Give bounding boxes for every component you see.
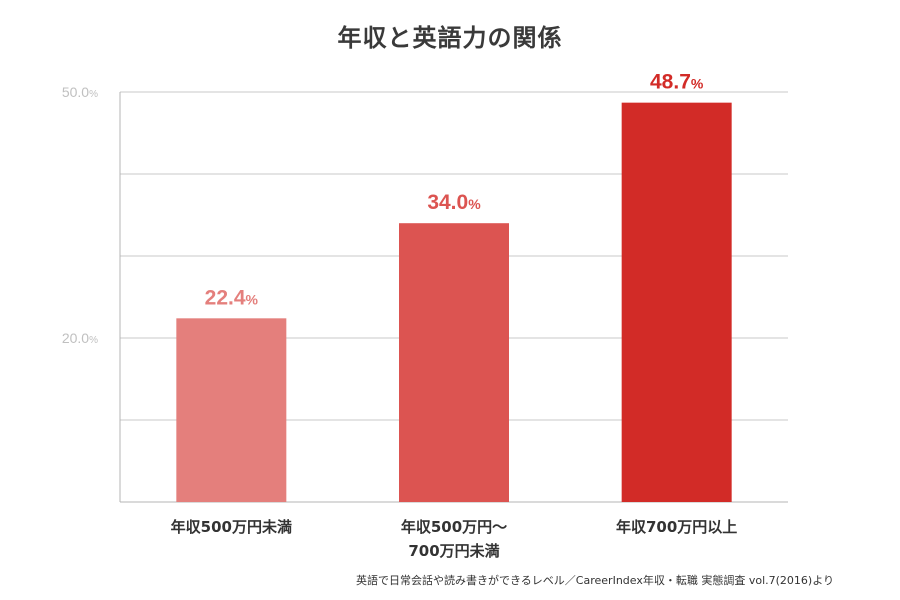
bar bbox=[176, 318, 287, 502]
data-label-unit: % bbox=[468, 196, 481, 212]
y-tick-unit: % bbox=[89, 89, 98, 100]
y-tick-label: 20.0% bbox=[62, 330, 98, 346]
data-label: 48.7% bbox=[650, 71, 704, 94]
bar bbox=[621, 102, 732, 502]
x-tick-label: 700万円未満 bbox=[408, 542, 499, 560]
data-label: 34.0% bbox=[427, 191, 481, 214]
source-note: 英語で日常会話や読み書きができるレベル／CareerIndex年収・転職 実態調… bbox=[356, 574, 834, 587]
y-tick-unit: % bbox=[89, 335, 98, 346]
data-label-unit: % bbox=[691, 76, 704, 92]
chart-title: 年収と英語力の関係 bbox=[337, 24, 563, 52]
bar bbox=[399, 223, 509, 502]
x-tick-label: 年収700万円以上 bbox=[616, 518, 737, 536]
x-tick-label: 年収500万円～ bbox=[401, 518, 507, 536]
y-tick-label: 50.0% bbox=[62, 84, 98, 100]
data-label: 22.4% bbox=[205, 286, 259, 309]
x-tick-label: 年収500万円未満 bbox=[171, 518, 292, 536]
data-label-unit: % bbox=[246, 291, 259, 307]
